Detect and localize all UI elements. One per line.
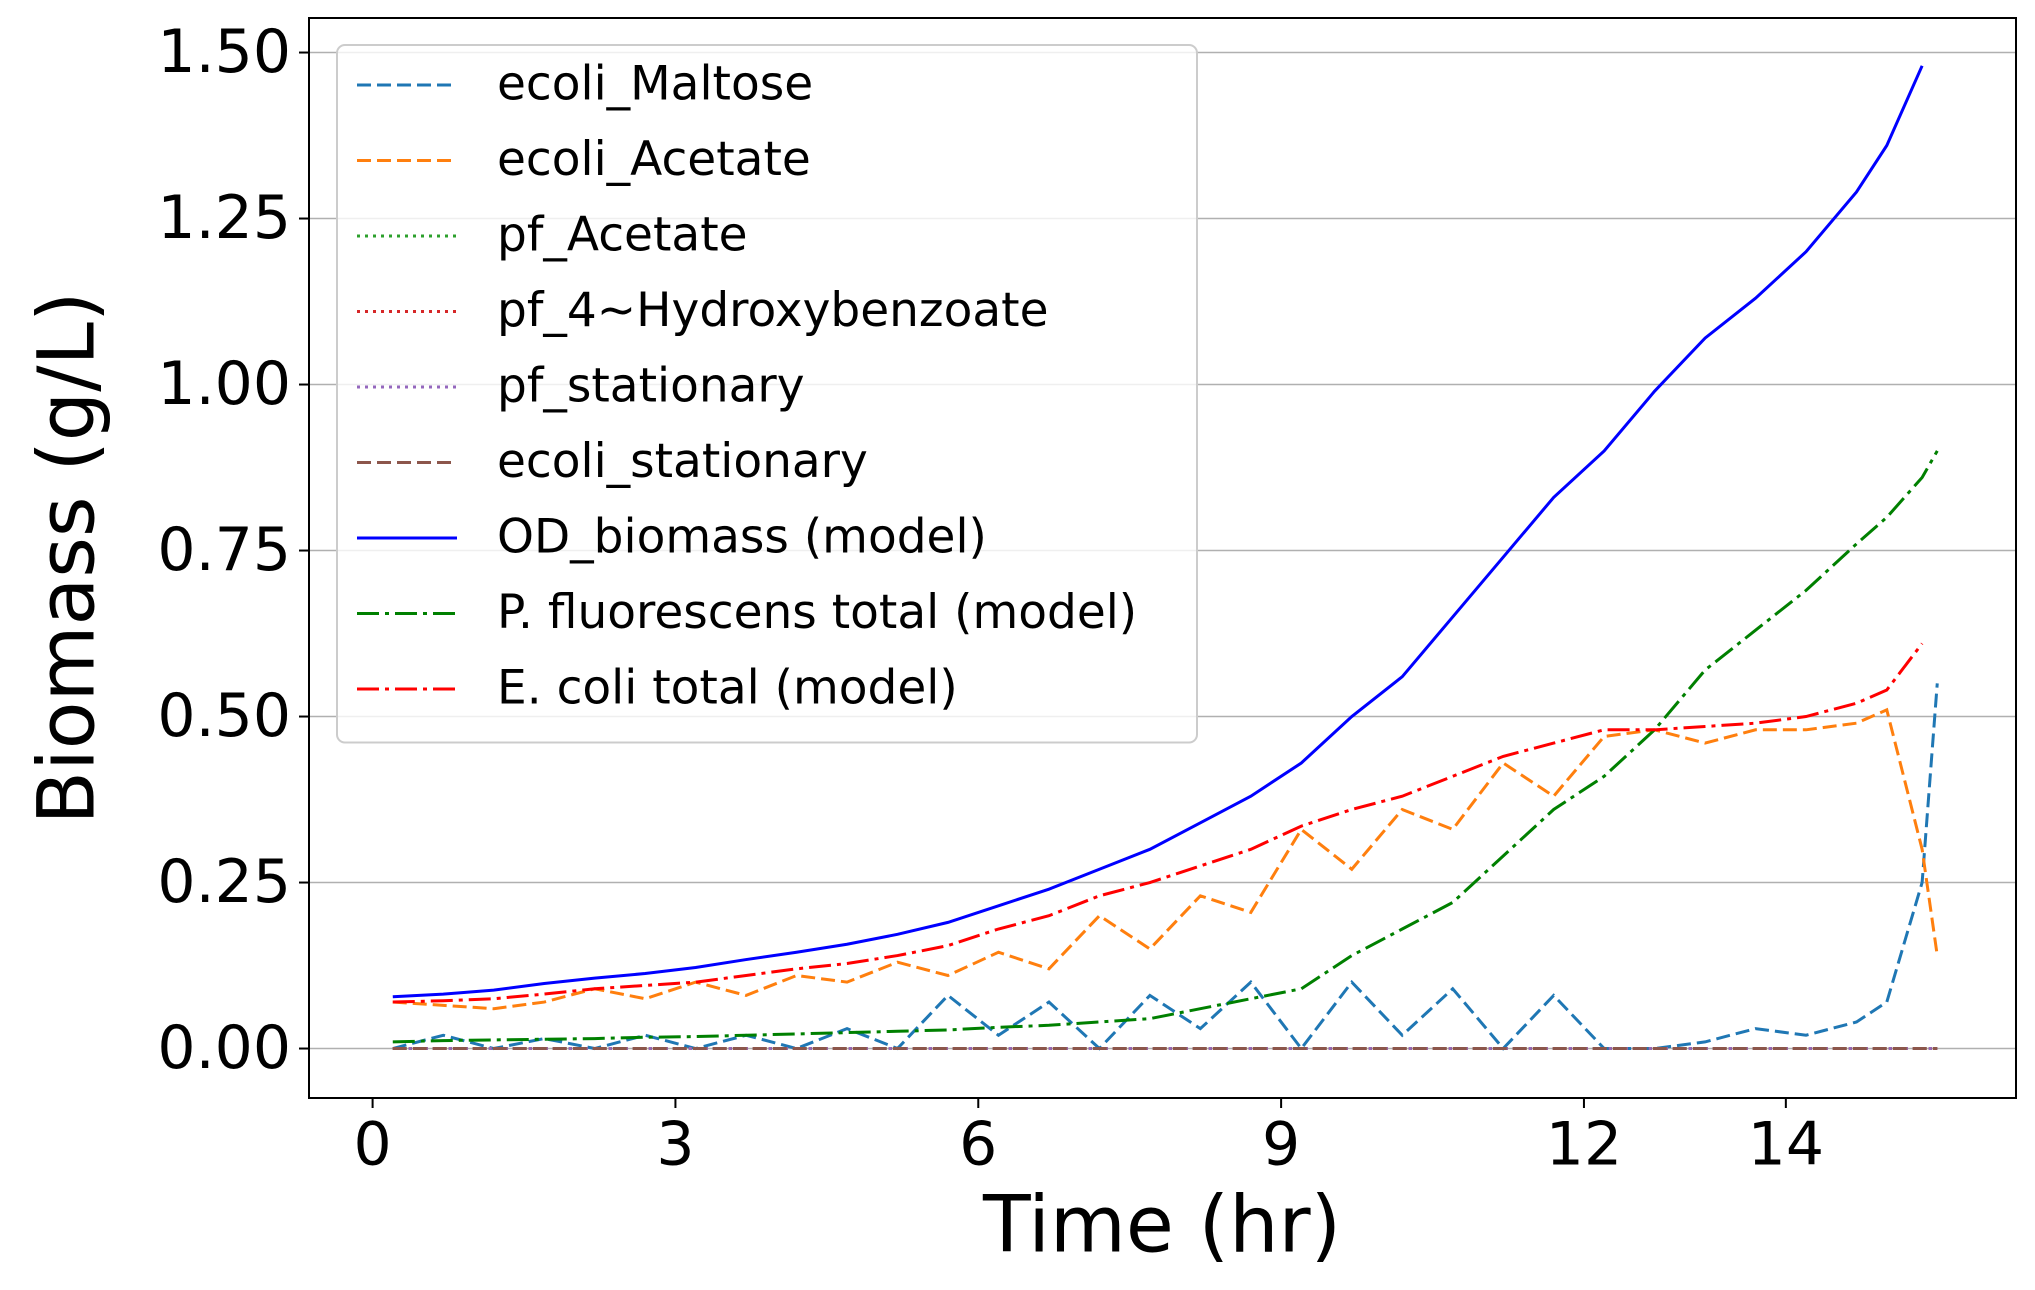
series-line <box>392 450 1939 1044</box>
x-tick-label: 3 <box>656 1110 694 1180</box>
y-tick-label: 1.00 <box>157 349 291 419</box>
y-tick-label: 0.25 <box>157 847 291 917</box>
series-line <box>392 683 1939 1052</box>
x-tick-label: 9 <box>1262 1110 1300 1180</box>
series-line <box>392 642 1924 1004</box>
legend-label: pf_stationary <box>497 359 805 414</box>
legend-label: E. coli total (model) <box>497 661 958 716</box>
legend-label: pf_Acetate <box>497 208 748 263</box>
y-tick-label: 1.25 <box>157 183 291 253</box>
y-tick-label: 1.50 <box>157 17 291 87</box>
legend-label: ecoli_Maltose <box>497 57 813 112</box>
plot-frame <box>308 17 2017 1099</box>
y-tick-label: 0.00 <box>157 1013 291 1083</box>
y-tick-label: 0.50 <box>157 681 291 751</box>
legend-label: pf_4~Hydroxybenzoate <box>497 283 1049 338</box>
x-tick-label: 14 <box>1748 1110 1824 1180</box>
series-line <box>392 707 1939 1011</box>
x-tick-label: 6 <box>959 1110 997 1180</box>
legend-label: OD_biomass (model) <box>497 510 987 565</box>
x-tick-label: 12 <box>1546 1110 1622 1180</box>
legend-label: ecoli_Acetate <box>497 132 811 187</box>
x-tick-label: 0 <box>354 1110 392 1180</box>
series-line <box>392 65 1924 999</box>
legend-box <box>336 44 1198 744</box>
y-tick-label: 0.75 <box>157 515 291 585</box>
legend-label: P. fluorescens total (model) <box>497 585 1137 640</box>
y-axis-label: Biomass (g/L) <box>22 292 112 825</box>
legend-label: ecoli_stationary <box>497 434 868 489</box>
x-axis-label: Time (hr) <box>982 1180 1341 1270</box>
